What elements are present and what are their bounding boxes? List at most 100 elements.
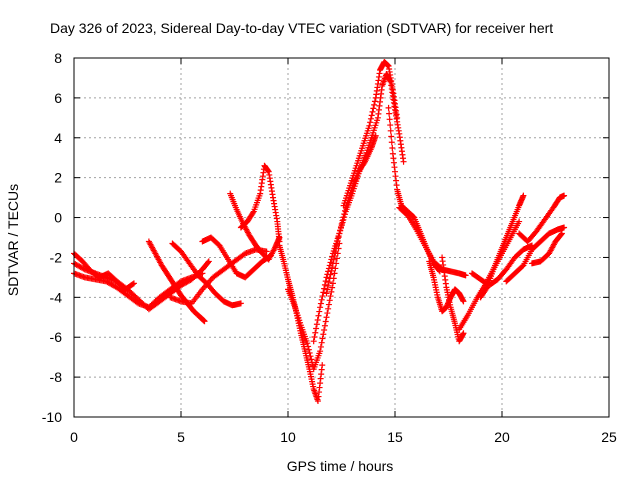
data-point	[307, 353, 314, 360]
data-point	[327, 271, 334, 278]
y-tick-label: 2	[54, 170, 62, 186]
data-point	[460, 298, 467, 305]
data-point	[237, 300, 244, 307]
x-axis-label: GPS time / hours	[287, 458, 394, 474]
data-point	[328, 267, 335, 274]
y-axis-label: SDTVAR / TECUs	[5, 184, 21, 296]
data-point	[561, 224, 568, 231]
data-point	[322, 278, 329, 285]
data-point	[327, 293, 334, 300]
data-point	[341, 207, 348, 214]
x-tick-label: 10	[280, 429, 296, 445]
data-point	[335, 234, 342, 241]
data-point	[130, 280, 137, 287]
data-point	[321, 281, 328, 288]
data-point	[319, 335, 326, 342]
data-point	[317, 304, 324, 311]
data-point	[341, 211, 348, 218]
data-point	[318, 296, 325, 303]
data-point	[313, 321, 320, 328]
series-track-7	[199, 234, 274, 281]
data-point	[331, 270, 338, 277]
data-point	[329, 264, 336, 271]
series-track-21	[477, 192, 527, 301]
data-point	[314, 317, 321, 324]
data-point	[318, 339, 325, 346]
y-tick-label: 8	[54, 50, 62, 66]
x-tick-label: 25	[601, 429, 617, 445]
y-tick-label: -6	[50, 329, 63, 345]
data-point	[320, 289, 327, 296]
data-point	[338, 220, 345, 227]
data-point	[310, 338, 317, 345]
data-point	[331, 252, 338, 259]
series-track-19	[439, 254, 467, 345]
series-track-9	[237, 162, 283, 245]
data-point	[366, 122, 373, 129]
series-track-5	[169, 240, 244, 309]
data-point	[386, 110, 393, 117]
data-point	[199, 270, 206, 277]
data-point	[371, 98, 378, 105]
y-tick-label: -4	[50, 289, 63, 305]
series-track-15	[362, 70, 407, 165]
data-point	[367, 115, 374, 122]
data-point	[329, 280, 336, 287]
data-point	[324, 286, 331, 293]
data-point	[201, 318, 208, 325]
x-tick-label: 5	[177, 429, 185, 445]
data-point	[323, 314, 330, 321]
series-track-3	[71, 250, 137, 293]
data-point	[323, 290, 330, 297]
data-point	[370, 105, 377, 112]
series-track-25	[528, 230, 565, 267]
data-point	[520, 192, 527, 199]
data-point	[325, 301, 332, 308]
data-point	[205, 258, 212, 265]
data-point	[325, 305, 332, 312]
data-point	[312, 329, 319, 336]
data-point	[305, 343, 312, 350]
data-point	[322, 318, 329, 325]
data-point	[315, 312, 322, 319]
data-point	[321, 326, 328, 333]
data-point	[339, 217, 346, 224]
data-point	[340, 214, 347, 221]
data-point	[323, 274, 330, 281]
data-point	[462, 272, 469, 279]
data-point	[305, 346, 312, 353]
data-point	[320, 331, 327, 338]
data-point	[516, 218, 523, 225]
data-point	[304, 340, 311, 347]
chart-title: Day 326 of 2023, Sidereal Day-to-day VTE…	[50, 20, 553, 36]
data-point	[328, 288, 335, 295]
y-tick-label: 6	[54, 90, 62, 106]
data-point	[333, 245, 340, 252]
data-point	[385, 104, 392, 111]
plot-frame	[73, 57, 610, 418]
data-point	[326, 275, 333, 282]
data-point	[337, 224, 344, 231]
x-tick-label: 0	[70, 429, 78, 445]
data-point	[389, 144, 396, 151]
data-point	[329, 284, 336, 291]
data-point	[367, 119, 374, 126]
data-point	[330, 256, 337, 263]
data-point	[129, 281, 136, 288]
data-point	[483, 285, 490, 292]
data-point	[388, 133, 395, 140]
data-point	[325, 279, 332, 286]
data-point	[249, 209, 256, 216]
x-tick-label: 20	[494, 429, 510, 445]
data-point	[561, 192, 568, 199]
y-tick-label: -10	[42, 409, 62, 425]
data-point	[321, 322, 328, 329]
data-point	[558, 231, 565, 238]
data-point	[388, 139, 395, 146]
data-point	[311, 333, 318, 340]
data-point	[308, 356, 315, 363]
data-point	[306, 349, 313, 356]
data-point	[325, 282, 332, 289]
data-point	[324, 310, 331, 317]
